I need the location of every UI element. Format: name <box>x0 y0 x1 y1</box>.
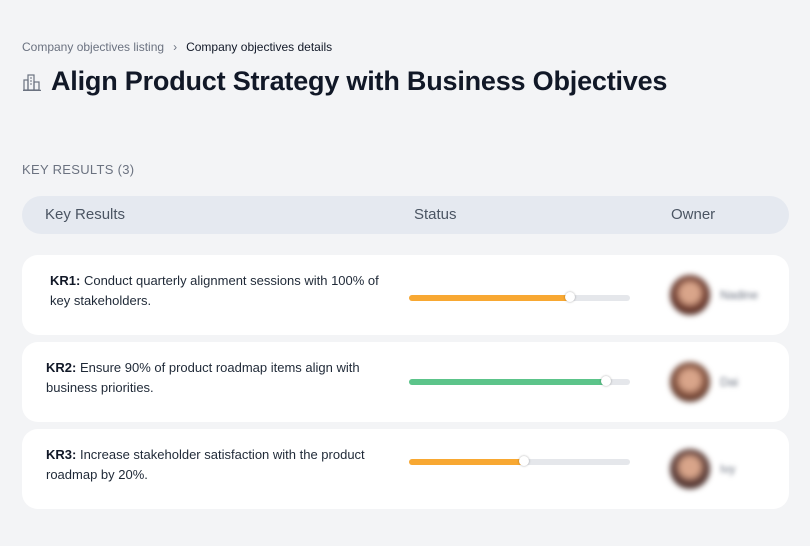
key-result-description: KR2: Ensure 90% of product roadmap items… <box>46 358 376 398</box>
key-results-section-label: KEY RESULTS (3) <box>22 162 135 177</box>
building-icon <box>23 73 41 91</box>
page-header: Align Product Strategy with Business Obj… <box>22 66 667 97</box>
column-header-status: Status <box>414 206 457 223</box>
key-results-table-header: Key Results Status Owner <box>22 196 789 234</box>
key-result-id: KR1: <box>50 273 81 288</box>
status-progress-bar <box>409 456 630 466</box>
status-progress-fill <box>409 459 524 465</box>
key-result-description: KR1: Conduct quarterly alignment session… <box>50 271 380 311</box>
column-header-key-results: Key Results <box>45 206 126 223</box>
chevron-right-icon: › <box>173 40 178 54</box>
status-progress-handle <box>565 292 576 302</box>
key-result-text: Ensure 90% of product roadmap items alig… <box>46 360 360 395</box>
key-result-text: Increase stakeholder satisfaction with t… <box>46 447 365 482</box>
page-title: Align Product Strategy with Business Obj… <box>51 66 668 96</box>
breadcrumb-current: Company objectives details <box>186 40 333 54</box>
owner-name: Nadine <box>720 288 759 302</box>
status-progress-bar <box>409 376 630 386</box>
owner-name: Ivy <box>720 462 736 476</box>
status-progress-fill <box>409 295 571 301</box>
column-header-owner: Owner <box>671 206 716 223</box>
key-result-row-1[interactable]: KR1: Conduct quarterly alignment session… <box>22 255 789 335</box>
status-progress-handle <box>518 456 529 466</box>
key-result-text: Conduct quarterly alignment sessions wit… <box>50 273 379 308</box>
owner-name: Dai <box>720 375 739 389</box>
status-progress-bar <box>409 292 630 302</box>
owner[interactable]: Nadine <box>670 275 758 315</box>
avatar <box>670 449 710 489</box>
avatar <box>670 275 710 315</box>
key-result-id: KR2: <box>46 360 77 375</box>
status-progress-handle <box>600 376 611 386</box>
owner[interactable]: Dai <box>670 362 738 402</box>
breadcrumb: Company objectives listing › Company obj… <box>22 40 332 54</box>
avatar <box>670 362 710 402</box>
key-result-description: KR3: Increase stakeholder satisfaction w… <box>46 445 376 485</box>
owner[interactable]: Ivy <box>670 449 735 489</box>
key-result-row-2[interactable]: KR2: Ensure 90% of product roadmap items… <box>22 342 789 422</box>
breadcrumb-link-listing[interactable]: Company objectives listing <box>22 40 165 54</box>
key-result-row-3[interactable]: KR3: Increase stakeholder satisfaction w… <box>22 429 789 509</box>
status-progress-fill <box>409 379 606 385</box>
key-result-id: KR3: <box>46 447 77 462</box>
